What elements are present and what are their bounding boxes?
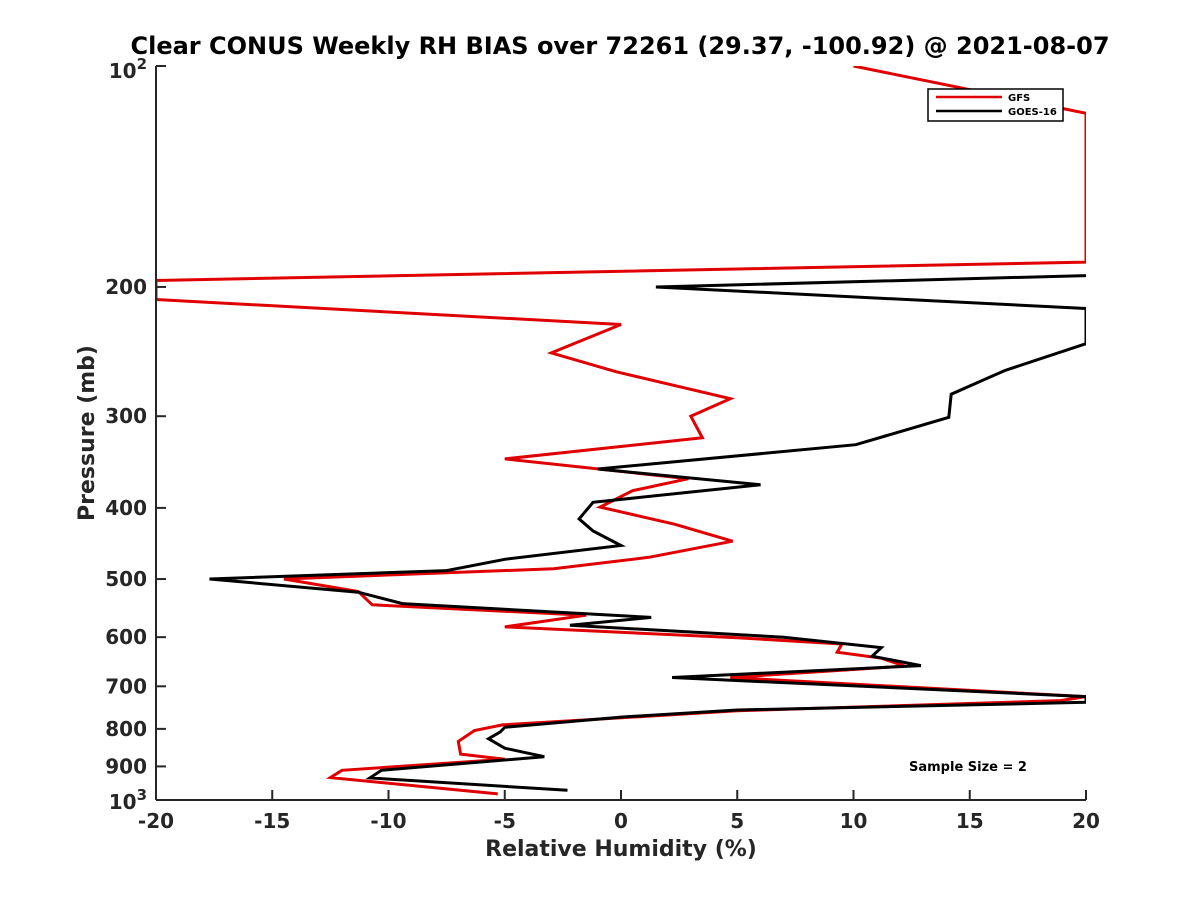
x-tick-label: 15 [956,809,984,833]
plot-lines [156,66,1086,796]
series-line-goes16 [209,274,1086,792]
x-axis-label: Relative Humidity (%) [485,837,757,862]
sample-size-annotation: Sample Size = 2 [909,760,1027,775]
y-tick-label: 700 [105,674,147,698]
x-tick-label: -20 [138,809,174,833]
x-tick-label: -15 [254,809,290,833]
x-tick-label: 10 [840,809,868,833]
legend-box [927,88,1064,122]
y-tick-label: 800 [105,717,147,741]
y-tick-label: 200 [105,275,147,299]
legend-label-goes16: GOES-16 [1008,107,1057,118]
x-tick-label: 5 [730,809,744,833]
x-tick-label: -10 [370,809,406,833]
y-tick-label: 600 [105,625,147,649]
y-tick-label: 500 [105,567,147,591]
y-end-labels: 102 103 [109,55,147,814]
y-tick-label-bottom: 103 [109,786,147,814]
x-tick-label: 20 [1072,809,1100,833]
x-tick-label: 0 [614,809,628,833]
legend: GFS GOES-16 [927,88,1064,122]
y-tick-label: 300 [105,404,147,428]
x-tick-label: -5 [494,809,516,833]
y-axis-label: Pressure (mb) [75,345,100,521]
y-tick-label: 400 [105,496,147,520]
y-tick-label: 900 [105,754,147,778]
chart-title: Clear CONUS Weekly RH BIAS over 72261 (2… [130,32,1109,60]
plot-axes: -20 -15 -10 -5 0 5 10 15 20 200 300 400 500 600 700 800… [105,65,1100,833]
legend-label-gfs: GFS [1008,93,1030,104]
y-tick-label-top: 102 [109,55,147,83]
